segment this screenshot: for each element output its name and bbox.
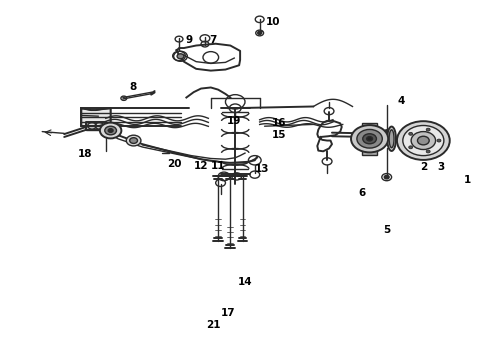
Polygon shape: [86, 122, 106, 130]
Circle shape: [177, 54, 184, 59]
Text: 15: 15: [272, 130, 287, 140]
Circle shape: [357, 130, 382, 148]
Text: 16: 16: [272, 118, 287, 128]
Circle shape: [100, 123, 122, 138]
Circle shape: [363, 134, 376, 144]
Text: 10: 10: [266, 17, 281, 27]
Text: 4: 4: [398, 96, 405, 106]
Text: 14: 14: [238, 277, 252, 287]
Circle shape: [409, 132, 413, 135]
Circle shape: [367, 136, 372, 141]
Ellipse shape: [389, 130, 394, 148]
Circle shape: [437, 139, 441, 142]
Circle shape: [426, 128, 430, 131]
Text: 19: 19: [227, 116, 242, 126]
Circle shape: [409, 146, 413, 149]
Text: 1: 1: [464, 175, 471, 185]
Circle shape: [384, 175, 389, 179]
Text: 9: 9: [185, 35, 193, 45]
Text: 17: 17: [220, 308, 235, 318]
Circle shape: [130, 138, 138, 143]
Polygon shape: [362, 123, 377, 155]
Text: 21: 21: [206, 320, 220, 330]
Polygon shape: [81, 108, 111, 126]
Text: 7: 7: [210, 35, 217, 45]
Text: 20: 20: [167, 159, 181, 169]
Text: 6: 6: [359, 188, 366, 198]
Circle shape: [403, 126, 444, 156]
Circle shape: [417, 136, 429, 145]
Circle shape: [108, 129, 113, 132]
Text: 11: 11: [211, 161, 225, 171]
Text: 5: 5: [383, 225, 391, 235]
Text: 2: 2: [420, 162, 427, 172]
Circle shape: [385, 130, 389, 133]
Ellipse shape: [387, 127, 396, 151]
Text: 18: 18: [77, 149, 92, 159]
Circle shape: [258, 32, 262, 35]
Circle shape: [426, 150, 430, 153]
Text: 3: 3: [437, 162, 444, 172]
Text: 8: 8: [129, 82, 136, 92]
Circle shape: [351, 125, 388, 152]
Circle shape: [397, 121, 450, 160]
Circle shape: [105, 126, 117, 135]
Circle shape: [126, 135, 141, 146]
Text: 13: 13: [255, 164, 270, 174]
Circle shape: [411, 132, 436, 149]
Text: 12: 12: [194, 161, 208, 171]
